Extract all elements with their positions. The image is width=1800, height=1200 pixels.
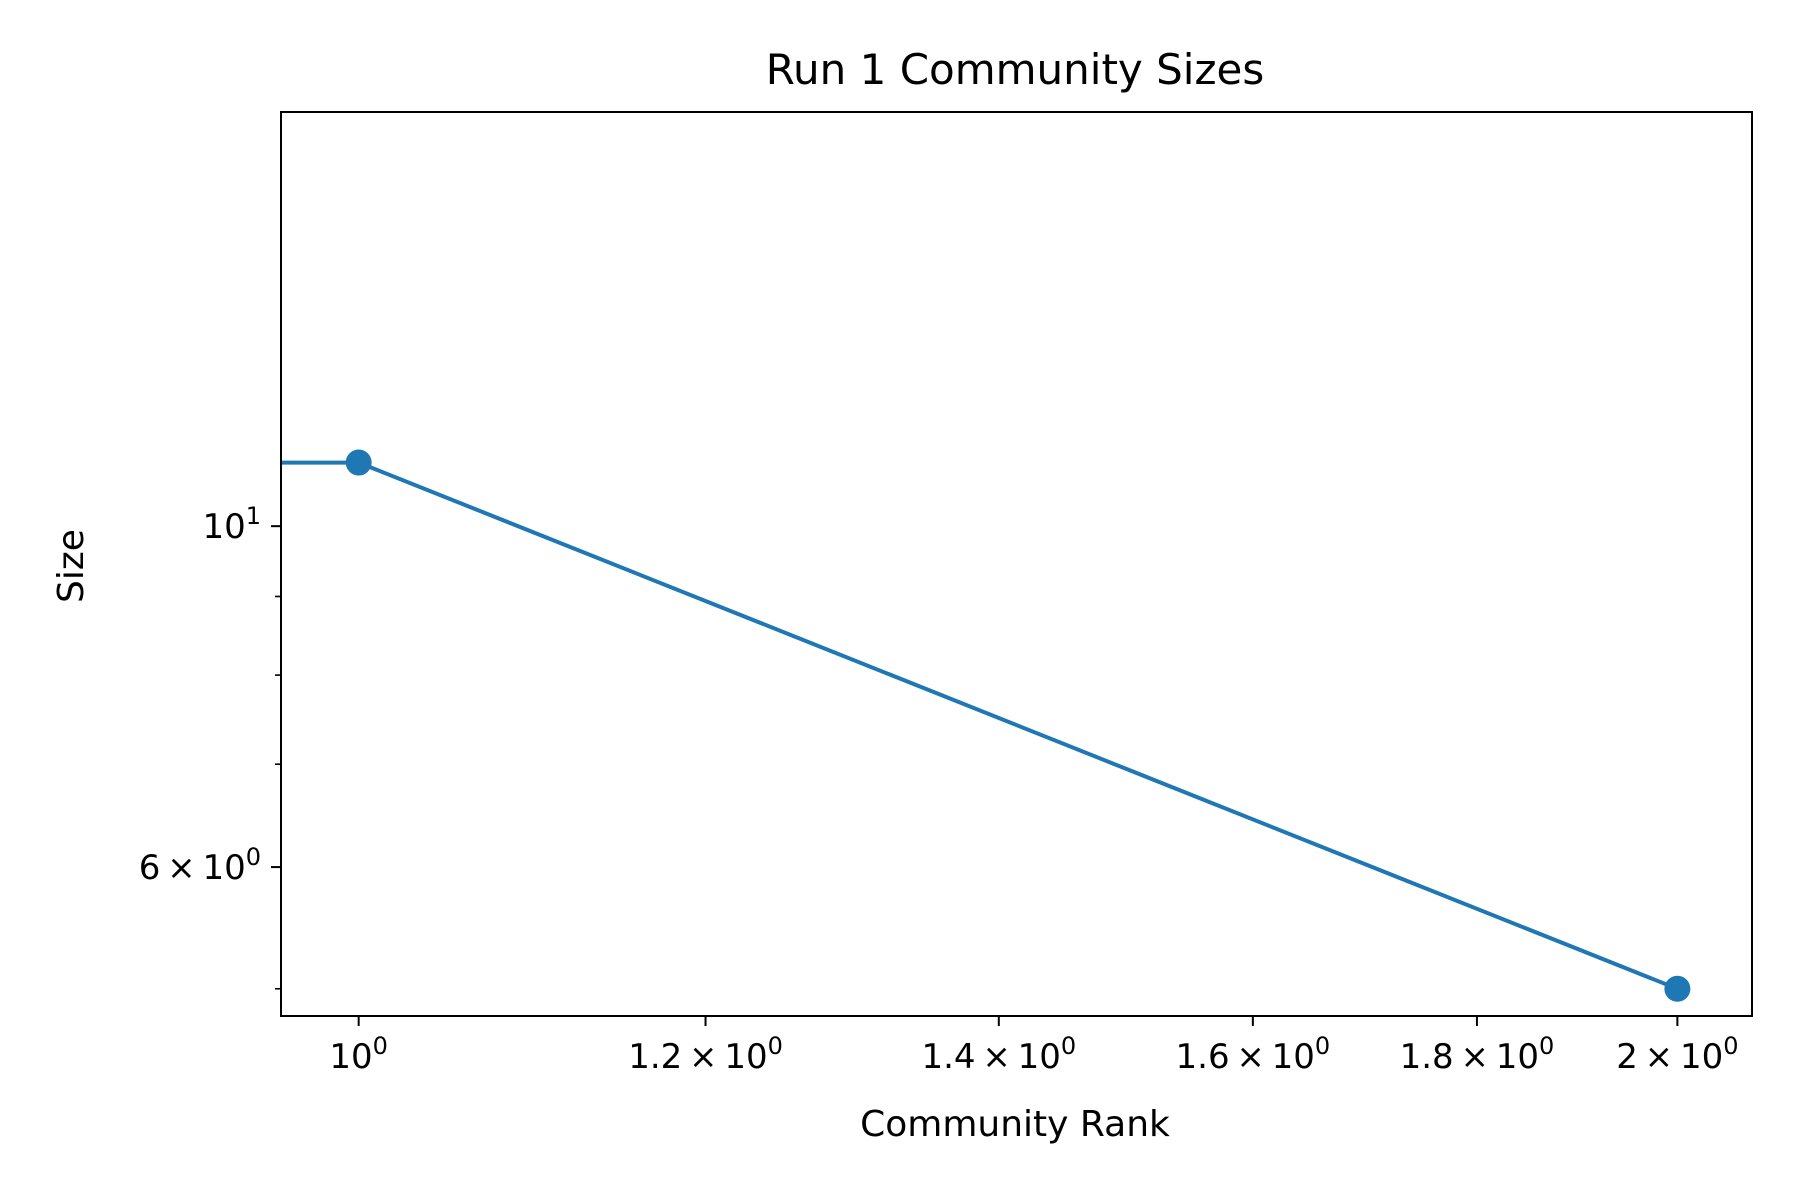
chart-title: Run 1 Community Sizes	[766, 45, 1264, 94]
y-axis-ticks: 101 6 × 100	[139, 502, 281, 990]
x-tick-label: 1.4 × 100	[921, 1032, 1076, 1077]
y-tick-label: 101	[202, 502, 261, 547]
series-line	[281, 460, 1679, 991]
data-point	[1664, 975, 1691, 1002]
x-tick-label: 1.8 × 100	[1400, 1032, 1555, 1077]
y-axis-label: Size	[51, 529, 92, 603]
x-axis-label: Community Rank	[860, 1104, 1170, 1145]
y-tick-label: 6 × 100	[139, 843, 261, 888]
x-tick-label: 2 × 100	[1616, 1032, 1738, 1077]
x-tick-label: 1.6 × 100	[1176, 1032, 1331, 1077]
plot-frame	[280, 111, 1753, 1017]
x-axis-ticks: 100 1.2 × 100 1.4 × 100 1.6 × 100 1.8 × 100 2…	[329, 1016, 1739, 1077]
x-tick-label: 100	[329, 1032, 388, 1077]
data-point	[345, 449, 372, 476]
plot-area	[281, 449, 1691, 1002]
x-tick-label: 1.2 × 100	[628, 1032, 783, 1077]
